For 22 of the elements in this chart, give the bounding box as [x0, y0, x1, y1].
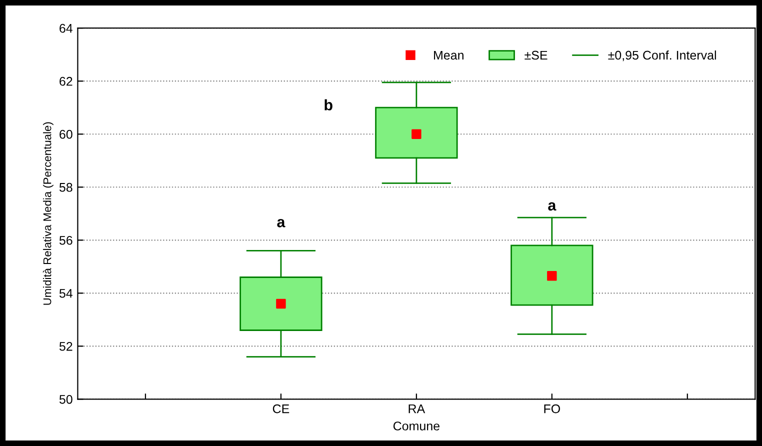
y-tick-label: 62: [60, 76, 72, 86]
x-axis-title: Comune: [393, 422, 440, 430]
x-tick-label: RA: [408, 404, 426, 414]
annotation: a: [548, 202, 556, 211]
point: [276, 298, 286, 309]
y-axis-title: Umidità Relativa Media (Percentuale): [42, 122, 54, 305]
legend-label: Mean: [434, 50, 464, 60]
annotation: b: [324, 99, 332, 110]
y-tick-label: 58: [59, 182, 72, 192]
y-tick-label: 52: [59, 342, 72, 351]
point: [547, 271, 557, 281]
point: [412, 129, 422, 139]
y-tick-label: 60: [60, 130, 72, 139]
annotation: ±0,95 Conf. Interval: [608, 50, 716, 62]
y-tick-label: 50: [59, 394, 72, 404]
x-tick-label: FO: [544, 404, 560, 414]
x-tick-label: CE: [272, 404, 290, 414]
legend-label: ±SE: [524, 50, 548, 60]
y-tick-label: 54: [59, 289, 72, 298]
y-tick-label: 64: [60, 24, 72, 33]
annotation: a: [277, 218, 286, 228]
y-tick-label: 56: [59, 236, 72, 245]
